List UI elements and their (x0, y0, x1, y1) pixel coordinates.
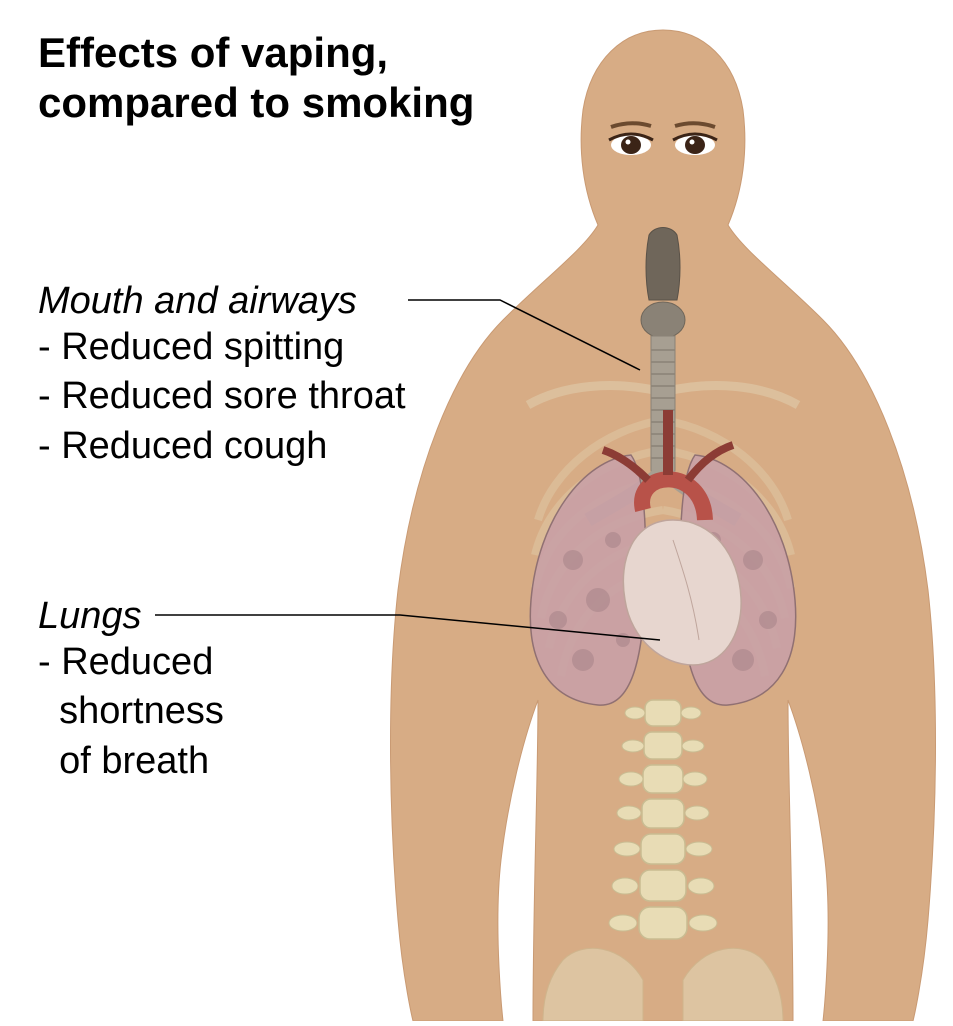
section-item: - Reduced sore throat (38, 372, 406, 421)
section-item: shortness (38, 687, 224, 736)
anatomy-figure (373, 0, 953, 1021)
section-heading-mouth: Mouth and airways (38, 280, 406, 323)
section-mouth-airways: Mouth and airways - Reduced spitting - R… (38, 280, 406, 471)
section-item: - Reduced cough (38, 422, 406, 471)
section-heading-lungs: Lungs (38, 595, 224, 638)
section-item: of breath (38, 737, 224, 786)
anatomy-svg (373, 0, 953, 1021)
section-item: - Reduced (38, 638, 224, 687)
section-item: - Reduced spitting (38, 323, 406, 372)
section-lungs: Lungs - Reduced shortness of breath (38, 595, 224, 786)
